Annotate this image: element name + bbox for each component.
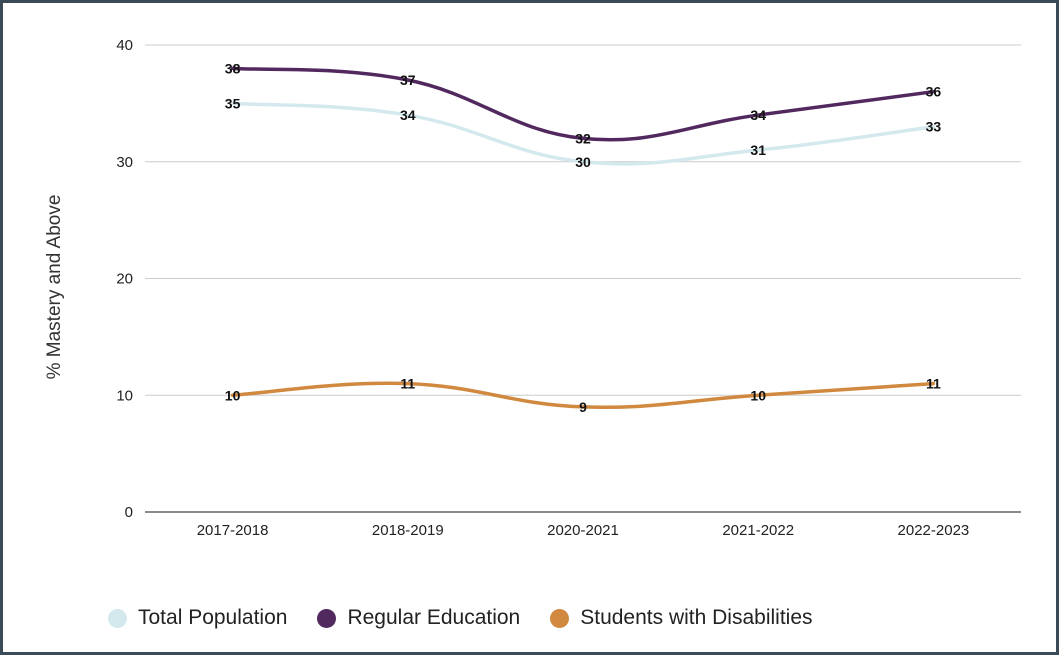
data-label: 34 — [400, 107, 416, 123]
legend-swatch — [317, 608, 337, 628]
x-tick-label: 2022-2023 — [898, 522, 970, 539]
y-tick-label: 0 — [125, 504, 133, 521]
x-axis-ticks: 2017-2018 2018-2019 2020-2021 2021-2022 2022… — [197, 522, 970, 539]
x-tick-label: 2017-2018 — [197, 522, 269, 539]
series-line-total-population — [230, 101, 936, 166]
data-label: 32 — [575, 130, 591, 146]
legend-label: Students with Disabilities — [580, 606, 813, 629]
x-tick-label: 2018-2019 — [372, 522, 444, 539]
data-label: 11 — [926, 376, 941, 392]
x-tick-label: 2020-2021 — [547, 522, 619, 539]
legend-item: Students with Disabilities — [550, 606, 813, 630]
data-label: 31 — [750, 142, 766, 158]
legend-label: Regular Education — [347, 606, 521, 629]
legend: Total Population Regular Education Student… — [108, 606, 843, 630]
data-label: 11 — [400, 376, 415, 392]
legend-label: Total Population — [138, 606, 288, 629]
data-label: 35 — [225, 95, 241, 111]
data-label: 10 — [750, 387, 766, 403]
data-label: 30 — [575, 154, 591, 170]
legend-swatch — [550, 608, 570, 628]
series-lines — [230, 66, 936, 410]
y-tick-label: 10 — [116, 387, 133, 404]
data-label: 36 — [926, 84, 942, 100]
legend-item: Regular Education — [317, 606, 520, 630]
y-tick-label: 20 — [116, 271, 133, 288]
data-labels: 35 34 30 31 33 38 37 32 34 36 10 11 9 10 11 — [225, 60, 942, 415]
series-line-regular-education — [230, 66, 936, 142]
legend-item: Total Population — [108, 606, 287, 630]
data-label: 34 — [750, 107, 766, 123]
legend-swatch — [108, 608, 127, 628]
data-label: 38 — [225, 60, 241, 76]
data-label: 9 — [579, 399, 587, 415]
y-axis-ticks: 0 10 20 30 40 — [116, 37, 133, 521]
y-axis-label: % Mastery and Above — [44, 195, 65, 380]
series-line-students-with-disabilities — [230, 381, 936, 410]
y-tick-label: 40 — [116, 37, 133, 54]
y-tick-label: 30 — [116, 154, 133, 171]
data-label: 10 — [225, 387, 241, 403]
data-label: 37 — [400, 72, 416, 88]
data-label: 33 — [926, 119, 942, 135]
x-tick-label: 2021-2022 — [722, 522, 794, 539]
gridlines — [145, 44, 1021, 513]
